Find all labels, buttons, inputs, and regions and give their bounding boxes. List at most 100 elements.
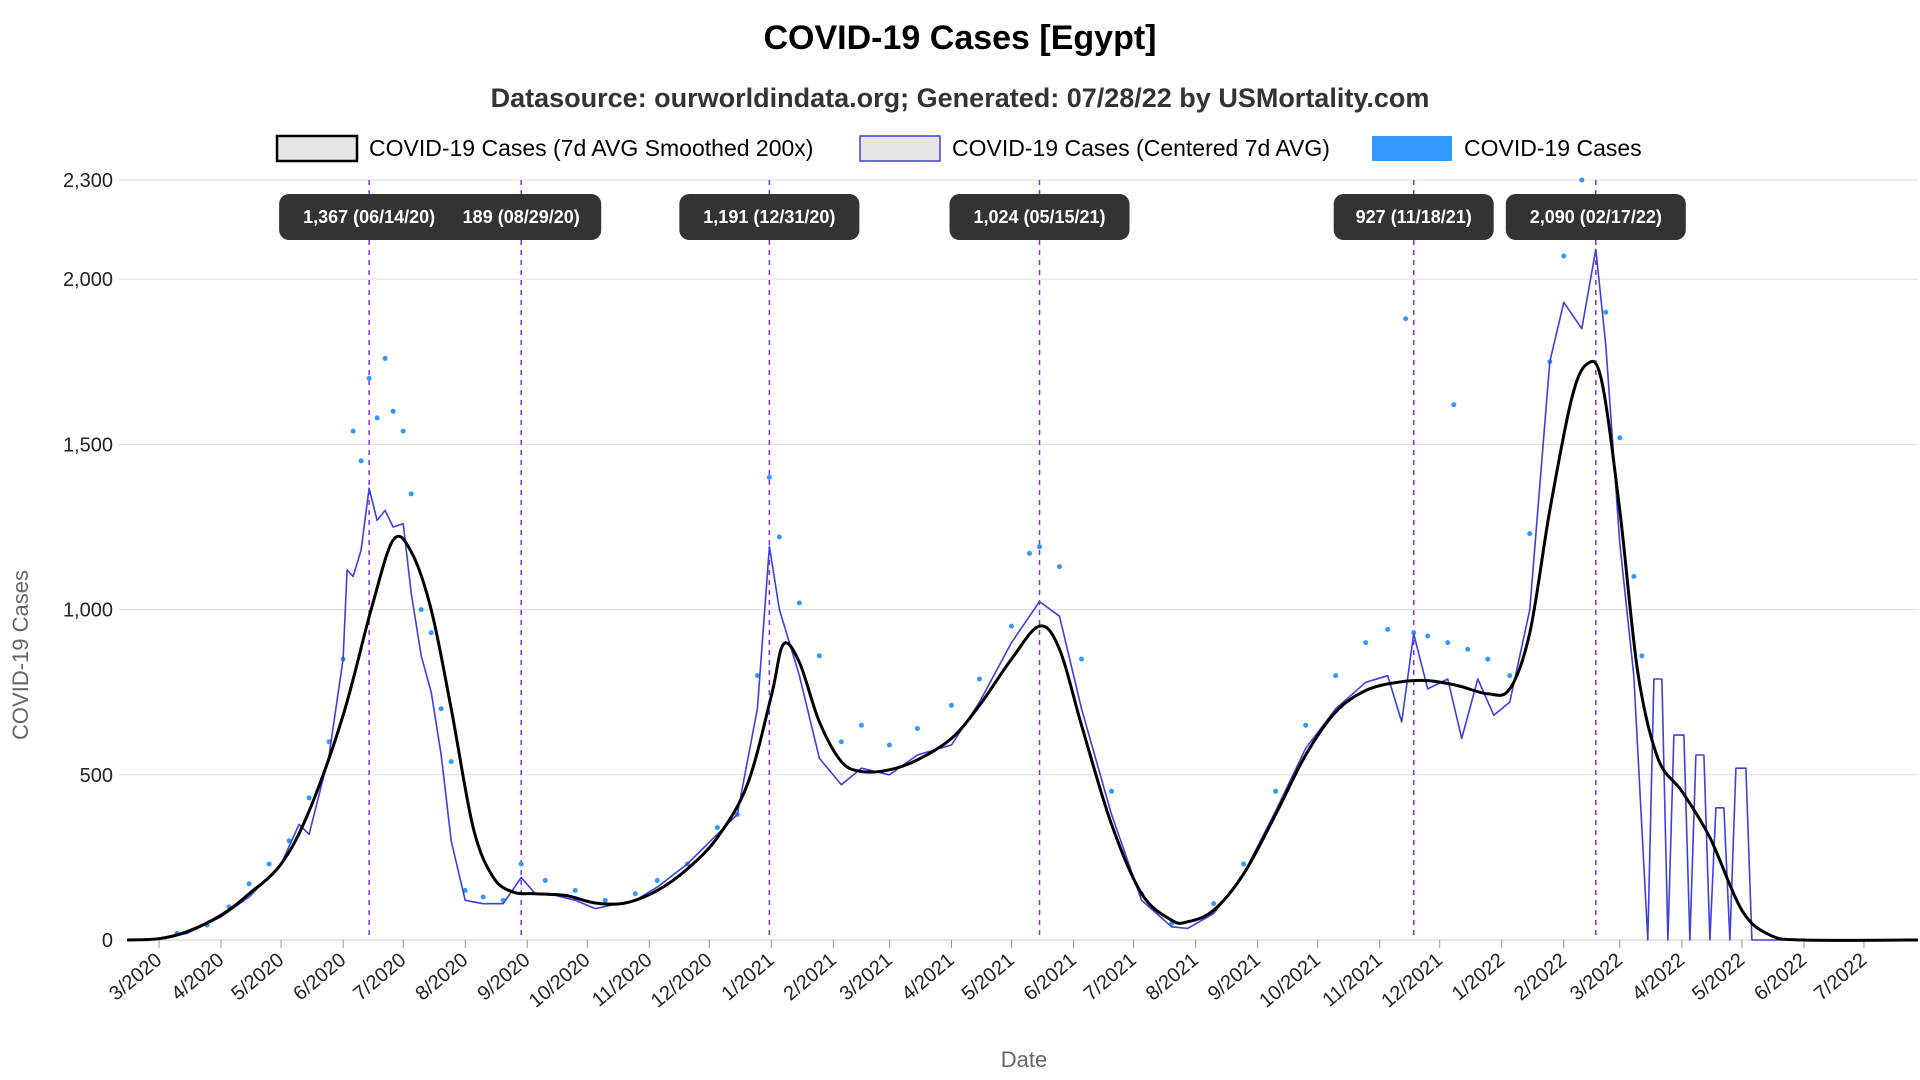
legend-label-smoothed: COVID-19 Cases (7d AVG Smoothed 200x) — [369, 135, 813, 161]
x-tick-label: 12/2020 — [647, 949, 717, 1012]
y-gridlines — [119, 179, 1918, 941]
x-tick-label: 4/2021 — [898, 949, 959, 1005]
x-tick-label: 6/2021 — [1020, 949, 1081, 1005]
daily-case-point — [350, 428, 356, 434]
x-tick-label: 2/2021 — [780, 949, 841, 1005]
series-daily-cases — [174, 177, 1645, 936]
annotation-callout-box — [1333, 194, 1494, 240]
daily-case-point — [428, 630, 434, 636]
chart-title: COVID-19 Cases [Egypt] — [764, 19, 1157, 57]
x-tick-label: 7/2021 — [1080, 949, 1141, 1005]
daily-case-point — [1617, 435, 1623, 441]
y-tick-label: 0 — [102, 930, 113, 952]
annotation-callout-label: 1,367 (06/14/20) — [303, 207, 435, 227]
daily-case-point — [948, 702, 954, 708]
daily-case-point — [408, 491, 414, 497]
legend-label-centered-avg: COVID-19 Cases (Centered 7d AVG) — [952, 135, 1330, 161]
x-tick-label: 3/2020 — [105, 949, 166, 1005]
daily-case-point — [1241, 861, 1247, 867]
x-tick-label: 3/2021 — [836, 949, 897, 1005]
daily-case-point — [374, 415, 380, 421]
daily-case-point — [480, 894, 486, 900]
daily-case-point — [1385, 626, 1391, 632]
daily-case-point — [448, 759, 454, 765]
annotation-callout-box — [441, 194, 602, 240]
daily-case-point — [1465, 646, 1471, 652]
daily-case-point — [1603, 309, 1609, 315]
x-tick-label: 10/2020 — [525, 949, 595, 1012]
daily-case-point — [1037, 544, 1043, 550]
daily-case-point — [1485, 656, 1491, 662]
daily-case-point — [366, 375, 372, 381]
daily-case-point — [1211, 901, 1217, 907]
daily-case-point — [816, 653, 822, 659]
daily-case-point — [1273, 788, 1279, 794]
legend-item-smoothed[interactable]: COVID-19 Cases (7d AVG Smoothed 200x) — [275, 134, 813, 163]
daily-case-point — [602, 897, 608, 903]
x-tick-label: 3/2022 — [1566, 949, 1627, 1005]
daily-case-point — [1027, 550, 1033, 556]
annotation-callout-label: 1,024 (05/15/21) — [973, 207, 1105, 227]
annotation-callouts: 1,367 (06/14/20) 189 (08/29/20) 1,191 (12/… — [279, 194, 1686, 240]
daily-case-point — [572, 887, 578, 893]
daily-case-point — [266, 861, 272, 867]
annotation-callout-box — [949, 194, 1130, 240]
annotation-lines — [368, 180, 1597, 940]
daily-case-point — [400, 428, 406, 434]
x-tick-label: 6/2020 — [289, 949, 350, 1005]
y-axis-ticks: 0 500 1,000 1,500 2,000 2,300 — [63, 170, 113, 952]
daily-case-point — [914, 726, 920, 732]
y-tick-label: 2,300 — [63, 170, 113, 192]
daily-case-point — [838, 739, 844, 745]
x-tick-label: 11/2021 — [1319, 949, 1387, 1011]
annotation-callout-box — [279, 194, 460, 240]
x-tick-label: 1/2021 — [718, 949, 779, 1005]
x-tick-label: 6/2022 — [1750, 949, 1811, 1005]
daily-case-point — [418, 607, 424, 613]
daily-case-point — [632, 891, 638, 897]
daily-case-point — [1363, 640, 1369, 646]
x-tick-label: 12/2021 — [1377, 949, 1447, 1012]
y-tick-label: 1,500 — [63, 434, 113, 456]
annotation-callout-label: 189 (08/29/20) — [463, 207, 580, 227]
x-tick-label: 7/2022 — [1810, 949, 1871, 1005]
series-line-smoothed — [126, 359, 1919, 942]
daily-case-point — [246, 881, 252, 887]
daily-case-point — [754, 673, 760, 679]
legend-item-centered-avg[interactable]: COVID-19 Cases (Centered 7d AVG) — [859, 135, 1330, 162]
daily-case-point — [976, 676, 982, 682]
daily-case-point — [1008, 623, 1014, 629]
daily-case-point — [858, 722, 864, 728]
daily-case-point — [1303, 722, 1309, 728]
x-tick-label: 10/2021 — [1255, 949, 1325, 1012]
x-tick-label: 5/2021 — [958, 949, 1019, 1005]
daily-case-point — [438, 706, 444, 712]
daily-case-point — [654, 878, 660, 884]
y-tick-label: 1,000 — [63, 600, 113, 622]
legend-item-daily[interactable]: COVID-19 Cases — [1372, 135, 1642, 161]
annotation-callout-box — [1505, 194, 1686, 240]
daily-case-point — [1425, 633, 1431, 639]
series-line-centered-avg — [126, 248, 1918, 941]
daily-case-point — [1451, 402, 1457, 408]
annotation-callout-label: 927 (11/18/21) — [1356, 207, 1472, 227]
y-tick-label: 500 — [80, 765, 113, 787]
daily-case-point — [518, 861, 524, 867]
daily-case-point — [390, 408, 396, 414]
series-lines — [126, 248, 1919, 942]
daily-case-point — [886, 742, 892, 748]
daily-case-point — [1507, 673, 1513, 679]
legend: COVID-19 Cases (7d AVG Smoothed 200x) CO… — [275, 134, 1642, 163]
x-tick-label: 5/2020 — [227, 949, 288, 1005]
x-tick-label: 11/2020 — [588, 949, 656, 1011]
x-tick-label: 5/2022 — [1688, 949, 1749, 1005]
daily-case-point — [796, 600, 802, 606]
daily-case-point — [1631, 574, 1637, 580]
x-tick-label: 8/2021 — [1142, 949, 1203, 1005]
daily-case-point — [714, 825, 720, 831]
legend-swatch-centered-avg — [859, 135, 941, 162]
daily-case-point — [1561, 253, 1567, 259]
legend-label-daily: COVID-19 Cases — [1464, 135, 1642, 161]
daily-case-point — [766, 474, 772, 480]
daily-case-point — [776, 534, 782, 540]
